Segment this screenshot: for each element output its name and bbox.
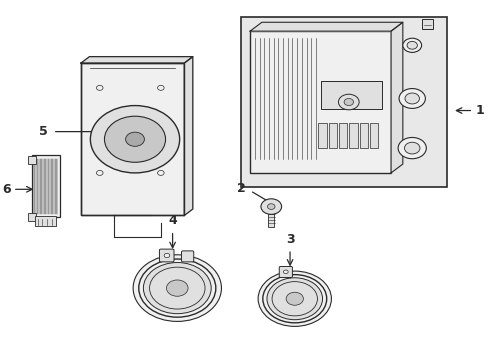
Circle shape bbox=[285, 292, 303, 305]
Circle shape bbox=[404, 142, 419, 154]
Bar bbox=[28, 156, 36, 164]
Circle shape bbox=[258, 271, 331, 327]
Circle shape bbox=[338, 94, 358, 110]
FancyBboxPatch shape bbox=[159, 249, 174, 262]
Text: 5: 5 bbox=[39, 125, 48, 138]
Bar bbox=[320, 81, 381, 109]
Bar bbox=[249, 31, 390, 173]
Circle shape bbox=[262, 275, 326, 323]
Bar bbox=[81, 63, 184, 215]
Circle shape bbox=[96, 170, 103, 175]
Circle shape bbox=[157, 85, 164, 90]
Bar bbox=[338, 123, 346, 148]
Bar bbox=[318, 123, 326, 148]
Circle shape bbox=[283, 270, 287, 274]
FancyBboxPatch shape bbox=[279, 266, 292, 278]
Circle shape bbox=[404, 93, 419, 104]
Circle shape bbox=[164, 253, 169, 258]
Text: 4: 4 bbox=[168, 214, 177, 227]
Circle shape bbox=[133, 255, 221, 321]
Polygon shape bbox=[184, 57, 192, 215]
Bar bbox=[240, 17, 447, 187]
Circle shape bbox=[139, 259, 215, 317]
Circle shape bbox=[149, 267, 204, 309]
Bar bbox=[328, 123, 336, 148]
Bar bbox=[28, 213, 36, 221]
Circle shape bbox=[261, 199, 281, 215]
Text: 2: 2 bbox=[236, 182, 245, 195]
Bar bbox=[81, 63, 184, 215]
Bar bbox=[35, 216, 56, 226]
Circle shape bbox=[271, 282, 317, 316]
Bar bbox=[348, 123, 357, 148]
Text: 6: 6 bbox=[2, 183, 10, 196]
Bar bbox=[369, 123, 378, 148]
Bar bbox=[268, 215, 274, 227]
Circle shape bbox=[166, 280, 188, 296]
Bar bbox=[421, 19, 432, 30]
Circle shape bbox=[90, 105, 179, 173]
Circle shape bbox=[344, 99, 353, 105]
Polygon shape bbox=[249, 22, 402, 31]
Circle shape bbox=[157, 170, 164, 175]
Circle shape bbox=[267, 204, 274, 210]
Bar bbox=[359, 123, 367, 148]
Circle shape bbox=[125, 132, 144, 146]
Text: 3: 3 bbox=[285, 233, 294, 246]
Circle shape bbox=[402, 38, 421, 53]
Bar bbox=[32, 155, 60, 217]
FancyBboxPatch shape bbox=[181, 251, 193, 262]
Circle shape bbox=[397, 138, 426, 159]
Polygon shape bbox=[390, 22, 402, 173]
Circle shape bbox=[104, 116, 165, 162]
Circle shape bbox=[398, 89, 425, 108]
Circle shape bbox=[143, 262, 211, 314]
Polygon shape bbox=[81, 57, 192, 63]
Circle shape bbox=[266, 278, 322, 320]
Text: 1: 1 bbox=[475, 104, 484, 117]
Circle shape bbox=[96, 85, 103, 90]
Circle shape bbox=[406, 41, 417, 49]
